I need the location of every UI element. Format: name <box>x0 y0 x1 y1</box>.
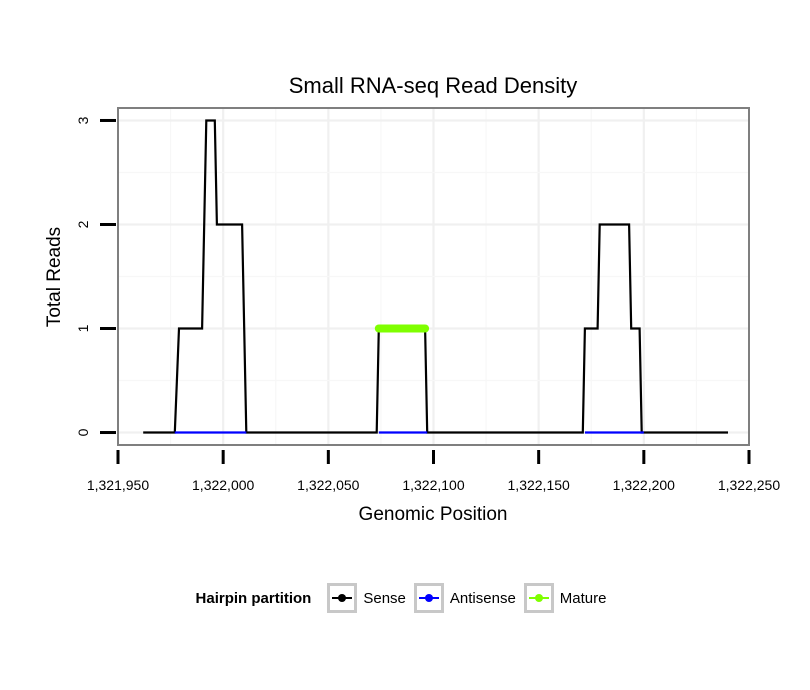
y-tick-label: 0 <box>75 428 91 436</box>
y-axis-label: Total Reads <box>44 227 65 327</box>
y-axis: 0 1 2 3 <box>75 116 116 436</box>
x-axis-label: Genomic Position <box>359 504 508 525</box>
legend: Hairpin partition Sense Antisense Mature <box>0 580 810 616</box>
y-tick-label: 1 <box>75 324 91 332</box>
legend-label: Mature <box>559 589 607 607</box>
legend-label: Sense <box>363 589 406 607</box>
chart-title: Small RNA-seq Read Density <box>289 73 578 98</box>
chart: Small RNA-seq Read Density 1,321,950 1,32… <box>44 73 780 525</box>
x-axis: 1,321,950 1,322,000 1,322,050 1,322,100 1,32… <box>87 450 780 493</box>
x-tick-label: 1,322,200 <box>613 477 675 493</box>
x-tick-label: 1,322,100 <box>402 477 464 493</box>
y-tick-label: 2 <box>75 220 91 228</box>
y-tick-label: 3 <box>75 116 91 124</box>
legend-dot <box>338 594 347 602</box>
x-tick-label: 1,322,150 <box>508 477 570 493</box>
legend-key-sense <box>327 583 358 613</box>
legend-title: Hairpin partition <box>195 589 312 607</box>
legend-label: Antisense <box>449 589 516 607</box>
legend-dot <box>424 594 433 602</box>
legend-key-mature <box>523 583 554 613</box>
legend-key-antisense <box>413 583 444 613</box>
x-tick-label: 1,322,050 <box>297 477 359 493</box>
legend-item-antisense: Antisense <box>413 583 516 613</box>
grid-lines <box>119 109 748 444</box>
legend-dot <box>534 594 543 602</box>
legend-item-sense: Sense <box>327 583 406 613</box>
x-tick-label: 1,321,950 <box>87 477 149 493</box>
legend-item-mature: Mature <box>523 583 607 613</box>
x-tick-label: 1,322,000 <box>192 477 254 493</box>
series-layer <box>143 119 728 434</box>
x-tick-label: 1,322,250 <box>718 477 780 493</box>
